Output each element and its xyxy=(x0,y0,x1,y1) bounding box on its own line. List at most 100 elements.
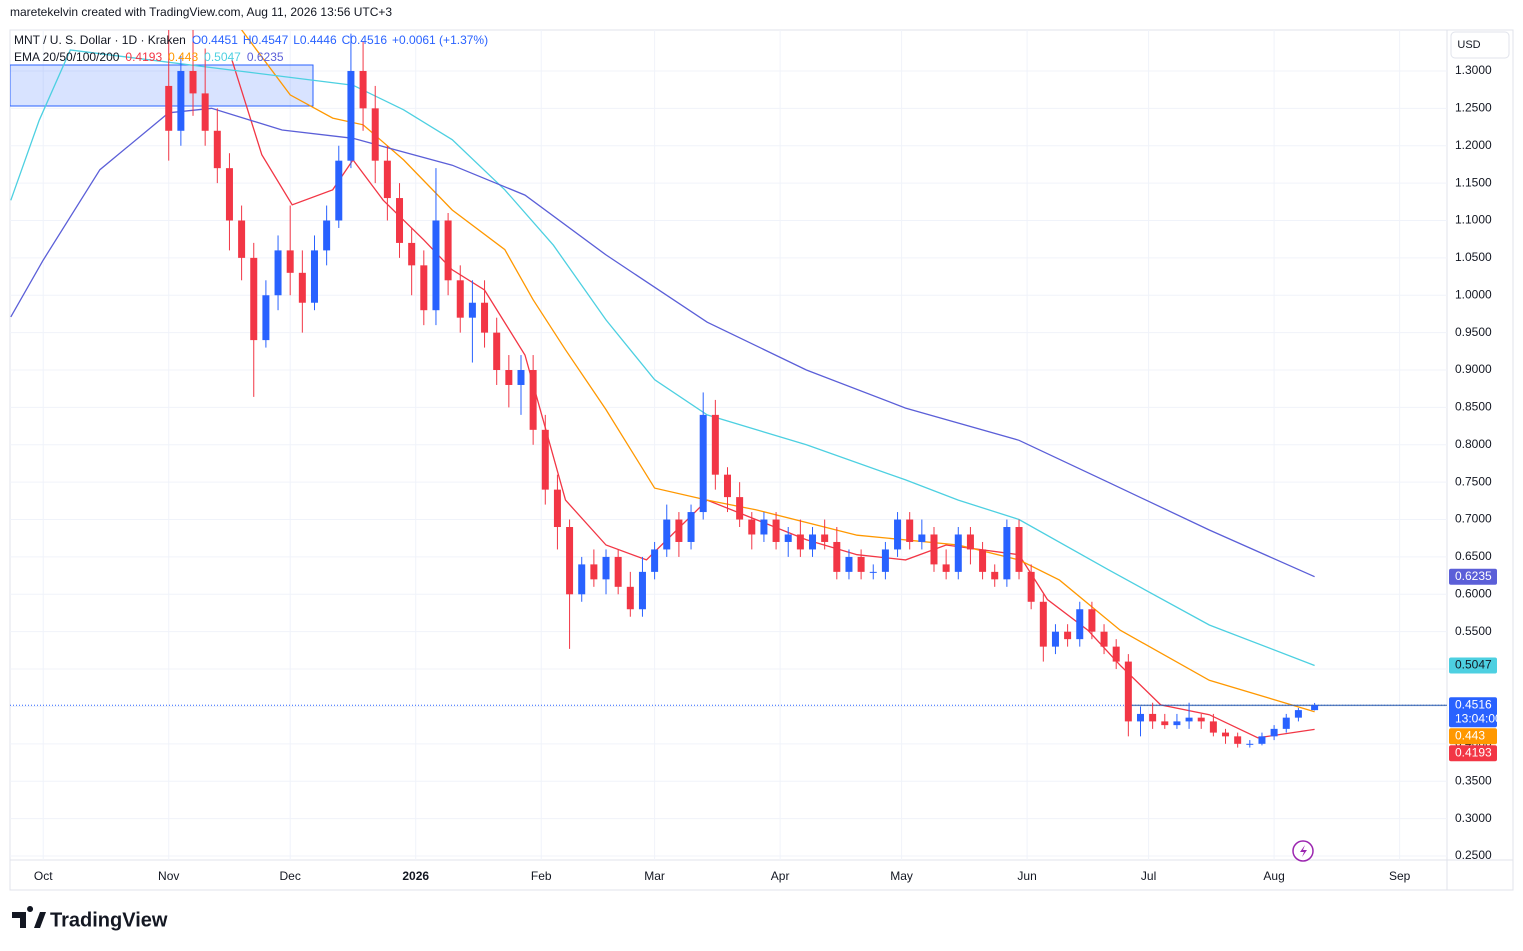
candle-body xyxy=(954,534,962,572)
x-tick-label: Oct xyxy=(34,869,53,883)
candle-body xyxy=(578,564,586,595)
candle-body xyxy=(857,556,865,572)
ohlc-value: H0.4547 xyxy=(243,33,289,47)
candle-body xyxy=(638,571,646,610)
candle-body xyxy=(663,519,671,550)
candle-body xyxy=(772,519,780,542)
candle-body xyxy=(1282,717,1290,729)
candle-body xyxy=(1258,736,1266,744)
x-tick-label: Mar xyxy=(644,869,665,883)
x-tick-label: Dec xyxy=(280,869,301,883)
x-tick-label: Feb xyxy=(531,869,552,883)
candle-body xyxy=(942,564,950,572)
candle-body xyxy=(177,70,185,131)
currency: USD xyxy=(1457,39,1480,51)
y-tick-label: 0.9500 xyxy=(1455,325,1492,339)
replay-icon[interactable] xyxy=(1292,840,1314,862)
candle-body xyxy=(760,519,768,535)
candle-body xyxy=(371,108,379,161)
y-tick-label: 1.0500 xyxy=(1455,250,1492,264)
candle-body xyxy=(541,429,549,490)
candle-body xyxy=(456,280,464,318)
candle-body xyxy=(262,295,270,341)
candle-body xyxy=(930,534,938,565)
y-tick-label: 1.2500 xyxy=(1455,101,1492,115)
candle-body xyxy=(687,512,695,542)
indicator-value: 0.5047 xyxy=(204,50,241,64)
candle-body xyxy=(1270,728,1278,737)
candle-body xyxy=(468,302,476,318)
x-tick-label: Jul xyxy=(1141,869,1156,883)
candle-body xyxy=(699,414,707,513)
candle-body xyxy=(505,370,513,385)
candle-body xyxy=(723,474,731,498)
candle-body xyxy=(1234,736,1242,744)
candle-body xyxy=(1246,743,1254,745)
candle-body xyxy=(201,93,209,131)
candle-body xyxy=(869,571,877,573)
price-badge-label: 0.6235 xyxy=(1455,569,1492,583)
candle-body xyxy=(566,527,574,595)
candle-body xyxy=(1222,732,1230,737)
candle-body xyxy=(602,556,610,580)
candle-body xyxy=(444,220,452,281)
candle-body xyxy=(1003,527,1011,580)
x-tick-label: May xyxy=(890,869,913,883)
candle-body xyxy=(189,70,197,94)
candle-body xyxy=(310,250,318,303)
candle-body xyxy=(991,571,999,580)
candle-body xyxy=(821,534,829,542)
price-badge-label: 0.5047 xyxy=(1455,658,1492,672)
indicator-value: 0.4193 xyxy=(125,50,162,64)
candle-body xyxy=(408,242,416,266)
candle-body xyxy=(250,257,258,341)
candle-body xyxy=(1100,631,1108,647)
ohlc-value: L0.4446 xyxy=(293,33,337,47)
candle-body xyxy=(590,564,598,580)
y-tick-label: 0.8500 xyxy=(1455,400,1492,414)
indicator-value: 0.443 xyxy=(168,50,198,64)
candle-body xyxy=(1136,713,1144,722)
candle-body xyxy=(347,70,355,161)
candle-body xyxy=(711,414,719,475)
y-tick-label: 0.6000 xyxy=(1455,586,1492,600)
candle-body xyxy=(1015,527,1023,572)
candle-body xyxy=(1027,571,1035,602)
y-tick-label: 0.7000 xyxy=(1455,512,1492,526)
candle-body xyxy=(1112,646,1120,662)
candle-body xyxy=(1209,721,1217,733)
currency-box xyxy=(1450,31,1510,59)
indicator-label: EMA 20/50/100/200 xyxy=(14,50,120,64)
candle-body xyxy=(165,85,173,131)
candle-body xyxy=(748,519,756,535)
candle-body xyxy=(796,534,804,550)
price-badge xyxy=(1449,728,1497,745)
ema-line xyxy=(10,107,1315,578)
candle-body xyxy=(1064,631,1072,640)
range-box xyxy=(10,64,314,107)
x-tick-label: Nov xyxy=(158,869,179,883)
candle-body xyxy=(335,160,343,221)
candle-body xyxy=(784,534,792,542)
candle-body xyxy=(396,198,404,243)
candle-body xyxy=(626,586,634,610)
price-badge xyxy=(1449,657,1497,674)
ohlc-value: C0.4516 xyxy=(342,33,388,47)
y-tick-label: 0.5500 xyxy=(1455,624,1492,638)
candle-body xyxy=(1039,601,1047,647)
y-tick-label: 1.0000 xyxy=(1455,287,1492,301)
x-tick-label: Aug xyxy=(1263,869,1284,883)
x-tick-label: 2026 xyxy=(402,869,429,883)
candle-body xyxy=(614,556,622,587)
candle-body xyxy=(225,168,233,221)
ema-line xyxy=(10,49,1315,667)
candle-body xyxy=(809,534,817,550)
candle-body xyxy=(881,549,889,572)
candle-body xyxy=(1173,721,1181,726)
candle-body xyxy=(979,549,987,572)
y-tick-label: 0.3500 xyxy=(1455,773,1492,787)
logo-text: TradingView xyxy=(50,909,168,931)
candle-body xyxy=(481,302,489,333)
candle-body xyxy=(286,250,294,273)
